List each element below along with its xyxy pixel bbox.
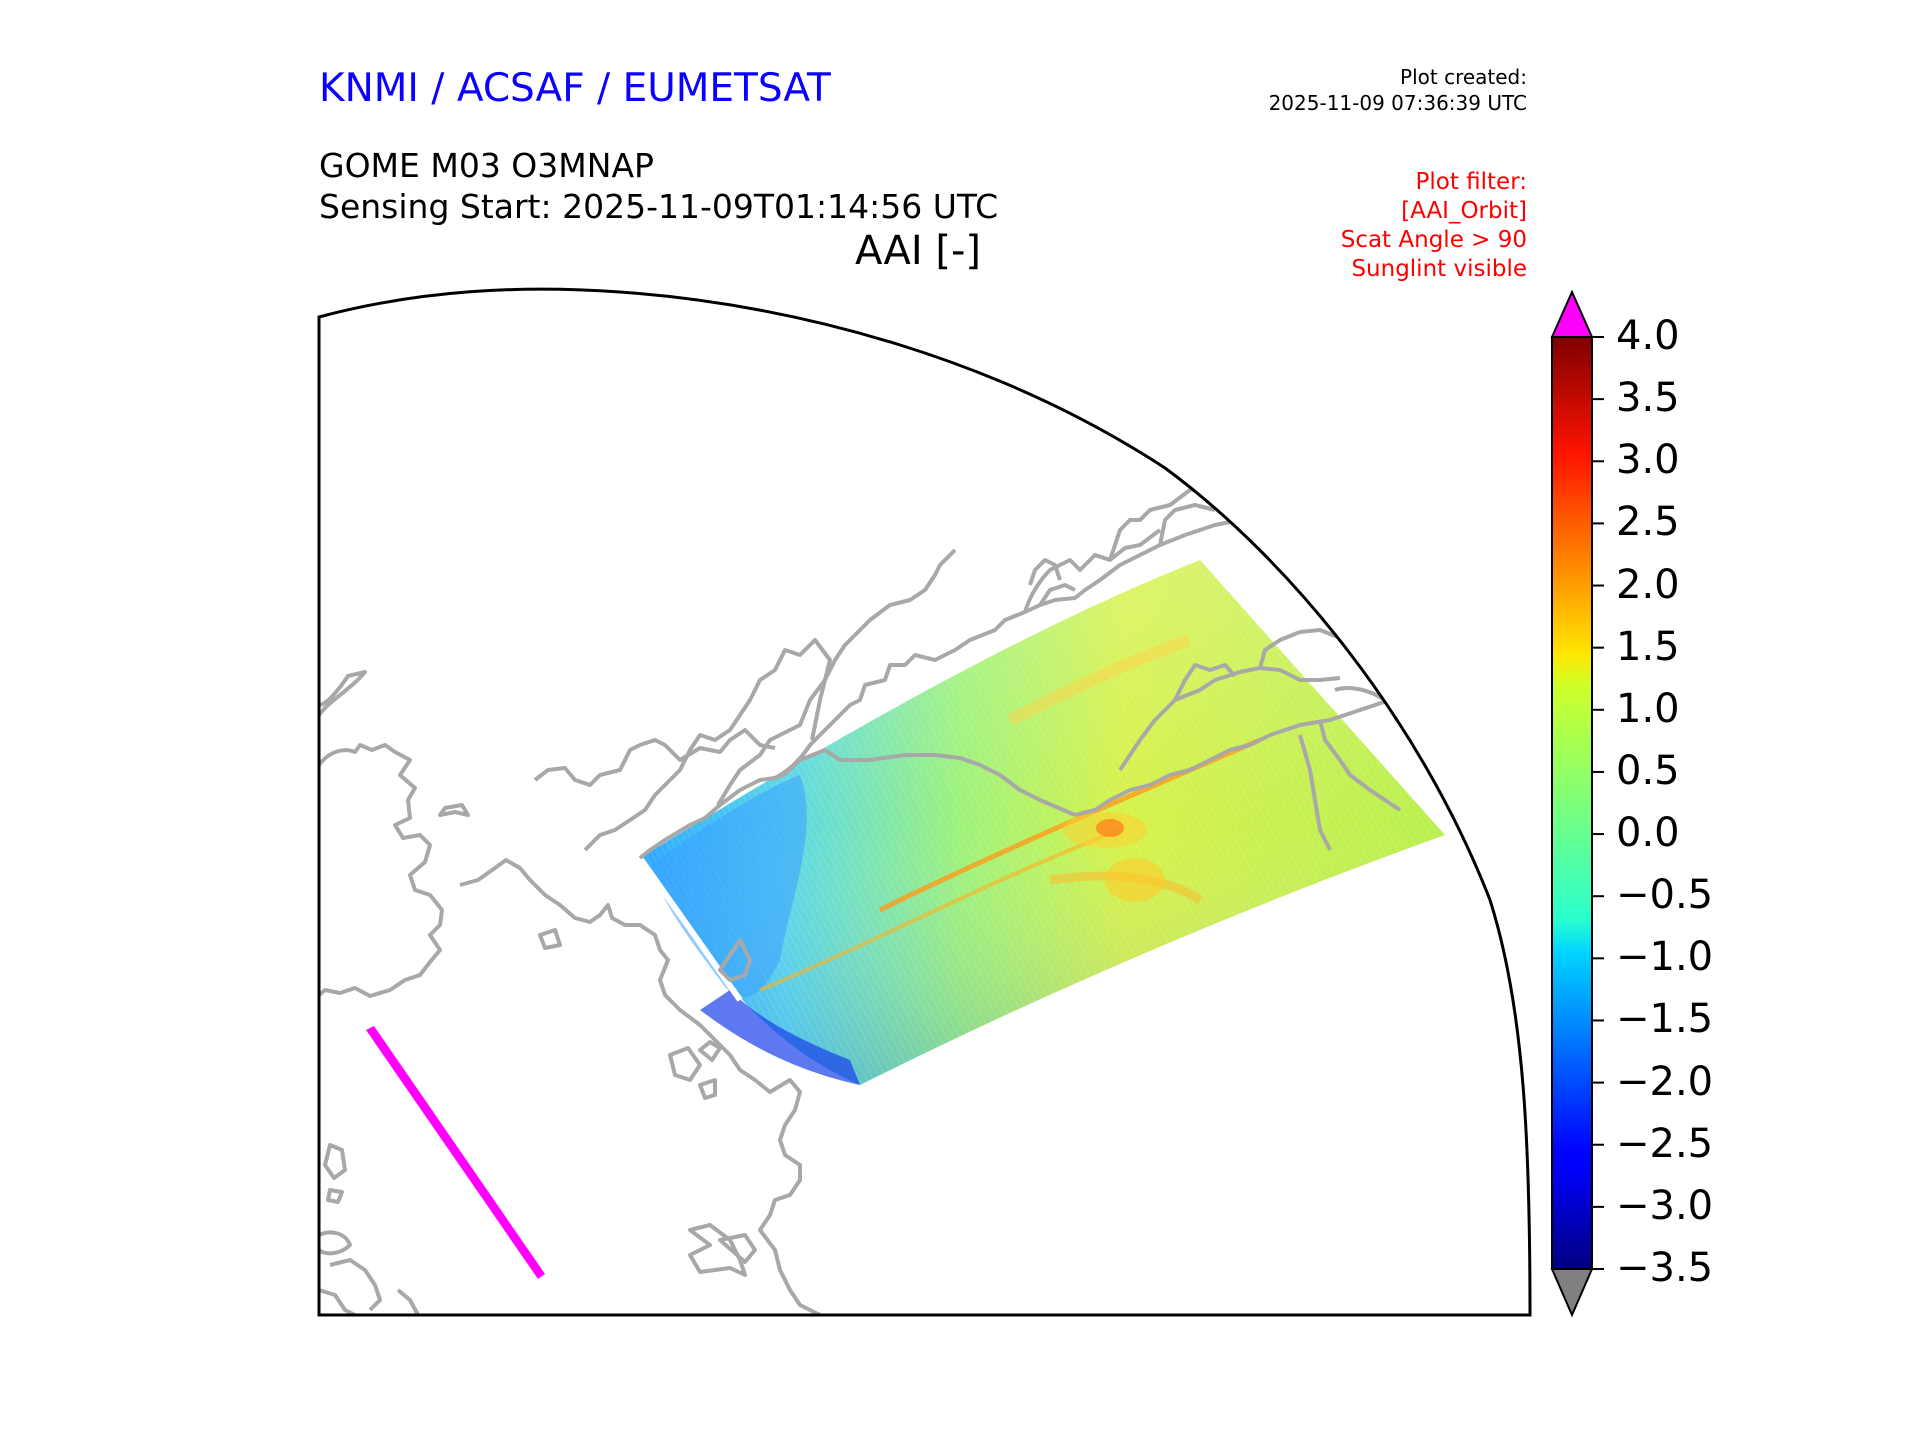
colorbar-tick-label: −3.5 xyxy=(1616,1245,1714,1291)
org-title: KNMI / ACSAF / EUMETSAT xyxy=(319,66,831,111)
colorbar-tick-label: 2.0 xyxy=(1616,561,1680,608)
secondary-swath xyxy=(366,1026,545,1279)
plot-created-time: 2025-11-09 07:36:39 UTC xyxy=(1268,91,1527,115)
colorbar-tick-label: 3.0 xyxy=(1616,437,1680,484)
colorbar-tick-label: −3.0 xyxy=(1616,1182,1714,1229)
sensing-start: Sensing Start: 2025-11-09T01:14:56 UTC xyxy=(319,187,999,226)
plot-filter-line: Sunglint visible xyxy=(1351,256,1527,282)
colorbar-tick-label: 3.5 xyxy=(1616,375,1680,422)
plot-created-label: Plot created: xyxy=(1400,65,1527,89)
colorbar-tick-label: 1.5 xyxy=(1616,623,1680,670)
coastlines xyxy=(319,483,1402,1316)
colorbar-over-triangle xyxy=(1550,289,1594,338)
colorbar-tick-label: −0.5 xyxy=(1616,872,1714,919)
plot-filter-title: Plot filter: xyxy=(1415,169,1527,195)
product-name: GOME M03 O3MNAP xyxy=(319,146,654,185)
variable-label: AAI [-] xyxy=(855,228,981,274)
plot-filter-line: [AAI_Orbit] xyxy=(1401,198,1527,224)
colorbar-tick-label: 2.5 xyxy=(1616,499,1680,546)
colorbar-tick-label: −2.5 xyxy=(1616,1120,1714,1167)
map-boundary xyxy=(317,287,1532,1317)
colorbar-tick-label: 1.0 xyxy=(1616,685,1680,732)
swath-data xyxy=(637,560,1445,1085)
plot-filter: Plot filter: [AAI_Orbit] Scat Angle > 90… xyxy=(1341,168,1527,284)
colorbar-tick-label: 0.0 xyxy=(1616,810,1680,857)
colorbar-tick-label: −2.0 xyxy=(1616,1058,1714,1105)
colorbar-tick-label: 0.5 xyxy=(1616,747,1680,794)
colorbar-tick-label: 4.0 xyxy=(1616,313,1680,359)
colorbar-tick-label: −1.0 xyxy=(1616,934,1714,981)
colorbar-under-triangle xyxy=(1550,1268,1594,1318)
plot-created: Plot created: 2025-11-09 07:36:39 UTC xyxy=(1269,64,1527,116)
colorbar xyxy=(1550,289,1604,1318)
colorbar-tick-label: −1.5 xyxy=(1616,996,1714,1043)
plot-filter-line: Scat Angle > 90 xyxy=(1340,227,1527,253)
